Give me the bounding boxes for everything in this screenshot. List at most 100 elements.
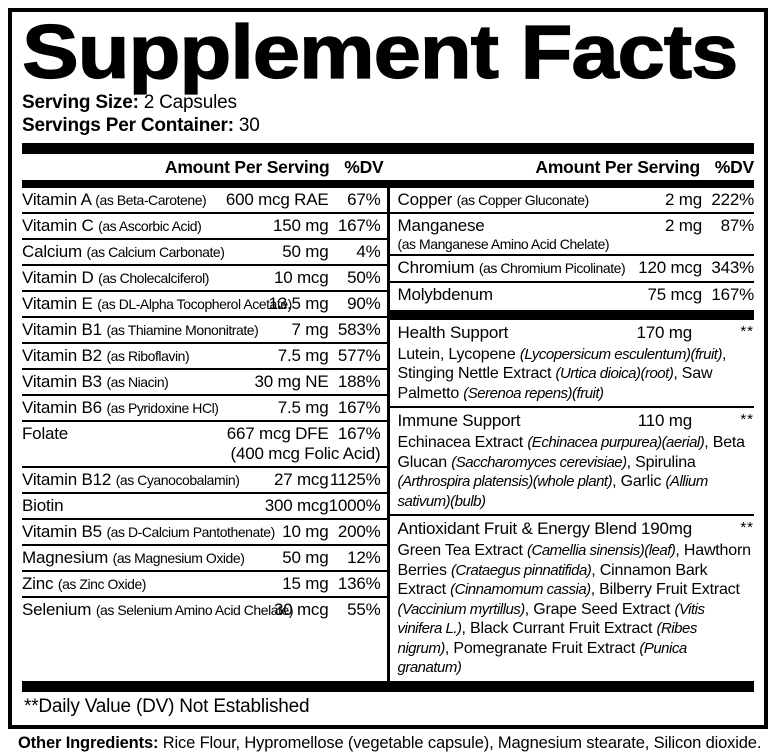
other-ingredients-text: Rice Flour, Hypromellose (vegetable caps… [158, 733, 762, 752]
nutrient-amount: 15 mg [282, 574, 329, 594]
nutrient-amount: 50 mg [282, 548, 329, 568]
nutrient-source: (as Ascorbic Acid) [98, 218, 202, 235]
nutrient-source: (as Cholecalciferol) [98, 270, 209, 287]
nutrient-dv: 136% [337, 574, 381, 594]
nutrient-dv: 50% [347, 268, 381, 288]
nutrient-source: (as Calcium Carbonate) [86, 244, 225, 261]
nutrient-amount: 10 mcg [273, 268, 329, 288]
nutrient-row-chromium: Chromium (as Chromium Picolinate) 120 mc… [389, 254, 754, 280]
nutrient-source: (as Niacin) [106, 374, 169, 391]
nutrient-source: (as D-Calcium Pantothenate) [106, 524, 275, 541]
nutrient-row-vitamin-b3: Vitamin B3 (as Niacin) 30 mg NE 188% [22, 368, 387, 394]
nutrient-name: Vitamin B6 [22, 398, 102, 418]
nutrient-source: (as Riboflavin) [106, 348, 190, 365]
other-ingredients-line: Other Ingredients: Rice Flour, Hypromell… [8, 729, 768, 753]
left-column-header: Amount Per Serving %DV [22, 157, 390, 178]
nutrient-name: Manganese [397, 216, 485, 236]
nutrient-amount: 150 mg [272, 216, 329, 236]
divider-bar-blends [389, 309, 754, 320]
nutrient-dv: 188% [337, 372, 381, 392]
nutrient-amount-secondary: (400 mcg Folic Acid) [230, 443, 381, 463]
nutrient-amount: 2 mg [665, 216, 702, 236]
nutrient-name: Calcium [22, 242, 83, 262]
nutrient-dv: 167% [337, 398, 381, 418]
nutrient-source: (as Copper Gluconate) [456, 191, 590, 208]
dv-header-right: %DV [714, 156, 754, 177]
nutrient-source: (as Manganese Amino Acid Chelate) [397, 235, 610, 252]
nutrient-amount: 30 mcg [273, 600, 329, 620]
nutrient-row-biotin: Biotin 300 mcg 1000% [22, 492, 387, 518]
blend-ingredients: Green Tea Extract (Camellia sinensis)(le… [397, 542, 751, 677]
nutrient-amount: 667 mcg DFE [226, 424, 329, 444]
nutrient-source: (as Thiamine Mononitrate) [106, 322, 259, 339]
nutrient-row-folate: Folate 667 mcg DFE 167% (400 mcg Folic A… [22, 420, 387, 466]
nutrient-amount: 120 mcg [638, 258, 702, 278]
dv-header-left: %DV [344, 156, 384, 177]
blend-amount: 170 mg [636, 322, 692, 342]
nutrient-dv: 577% [337, 346, 381, 366]
blend-dv: ** [740, 322, 754, 340]
blend-immune-support: Immune Support 110 mg ** Echinacea Extra… [389, 406, 754, 514]
divider-bar-top [22, 142, 754, 154]
nutrient-dv: 167% [337, 424, 381, 444]
serving-info: Serving Size: 2 Capsules Servings Per Con… [22, 91, 754, 138]
nutrient-dv: 90% [347, 294, 381, 314]
nutrient-source: (as Zinc Oxide) [57, 576, 147, 593]
nutrient-table: Vitamin A (as Beta-Carotene) 600 mcg RAE… [22, 187, 755, 681]
nutrient-row-vitamin-a: Vitamin A (as Beta-Carotene) 600 mcg RAE… [22, 188, 387, 212]
nutrient-amount: 7.5 mg [277, 346, 329, 366]
nutrient-dv: 1125% [329, 469, 381, 489]
blend-antioxidant-fruit-energy: Antioxidant Fruit & Energy Blend 190mg *… [389, 514, 754, 681]
column-divider [386, 187, 390, 681]
nutrient-dv: 343% [711, 258, 754, 278]
blend-name: Antioxidant Fruit & Energy Blend [397, 519, 637, 539]
nutrient-amount: 10 mg [282, 522, 329, 542]
nutrient-row-vitamin-b12: Vitamin B12 (as Cyanocobalamin) 27 mcg 1… [22, 465, 387, 492]
right-column-header: Amount Per Serving %DV [393, 156, 754, 178]
nutrient-row-selenium: Selenium (as Selenium Amino Acid Chelate… [22, 596, 387, 622]
nutrient-name: Vitamin B1 [22, 320, 102, 340]
nutrient-name: Vitamin B5 [22, 522, 102, 542]
nutrient-row-vitamin-e: Vitamin E (as DL-Alpha Tocopherol Acetat… [22, 290, 387, 316]
nutrient-dv: 583% [337, 320, 381, 340]
blend-name: Health Support [397, 322, 509, 342]
nutrient-name: Vitamin C [22, 216, 94, 236]
nutrient-dv: 87% [720, 216, 755, 236]
nutrient-row-vitamin-c: Vitamin C (as Ascorbic Acid) 150 mg 167% [22, 212, 387, 238]
divider-bar-bottom [22, 680, 754, 692]
divider-bar-under-headers [22, 179, 754, 188]
nutrient-name: Magnesium [22, 548, 109, 568]
nutrient-dv: 200% [337, 522, 381, 542]
blend-amount: 110 mg [637, 411, 692, 431]
nutrient-row-magnesium: Magnesium (as Magnesium Oxide) 50 mg 12% [22, 544, 387, 570]
nutrient-source: (as Chromium Picolinate) [478, 260, 626, 277]
nutrient-row-vitamin-d: Vitamin D (as Cholecalciferol) 10 mcg 50… [22, 264, 387, 290]
nutrient-row-vitamin-b1: Vitamin B1 (as Thiamine Mononitrate) 7 m… [22, 316, 387, 342]
nutrient-dv: 167% [337, 216, 381, 236]
servings-per-container-label: Servings Per Container: [22, 115, 234, 137]
nutrient-amount: 300 mcg [264, 496, 329, 516]
nutrient-name: Vitamin B2 [22, 346, 102, 366]
nutrient-dv: 67% [347, 189, 381, 209]
nutrient-amount: 7.5 mg [277, 398, 329, 418]
nutrient-source: (as Cyanocobalamin) [115, 471, 240, 488]
nutrient-name: Vitamin E [22, 294, 93, 314]
nutrient-row-zinc: Zinc (as Zinc Oxide) 15 mg 136% [22, 570, 387, 596]
serving-size-value: 2 Capsules [143, 91, 237, 113]
right-column: Copper (as Copper Gluconate) 2 mg 222% M… [389, 188, 755, 681]
nutrient-amount: 27 mcg [273, 469, 329, 489]
nutrient-amount: 2 mg [665, 189, 702, 209]
nutrient-name: Vitamin B3 [22, 372, 102, 392]
nutrient-row-vitamin-b2: Vitamin B2 (as Riboflavin) 7.5 mg 577% [22, 342, 387, 368]
nutrient-amount: 13.5 mg [268, 294, 329, 314]
other-ingredients-label: Other Ingredients: [18, 733, 159, 752]
nutrient-name: Chromium [397, 258, 475, 278]
nutrient-name: Zinc [22, 574, 54, 594]
nutrient-row-molybdenum: Molybdenum 75 mcg 167% [389, 280, 754, 307]
nutrient-amount: 7 mg [291, 320, 329, 340]
nutrient-dv: 167% [711, 284, 754, 304]
nutrient-name: Vitamin D [22, 268, 94, 288]
blend-dv: ** [740, 519, 754, 537]
blend-dv: ** [740, 411, 754, 429]
